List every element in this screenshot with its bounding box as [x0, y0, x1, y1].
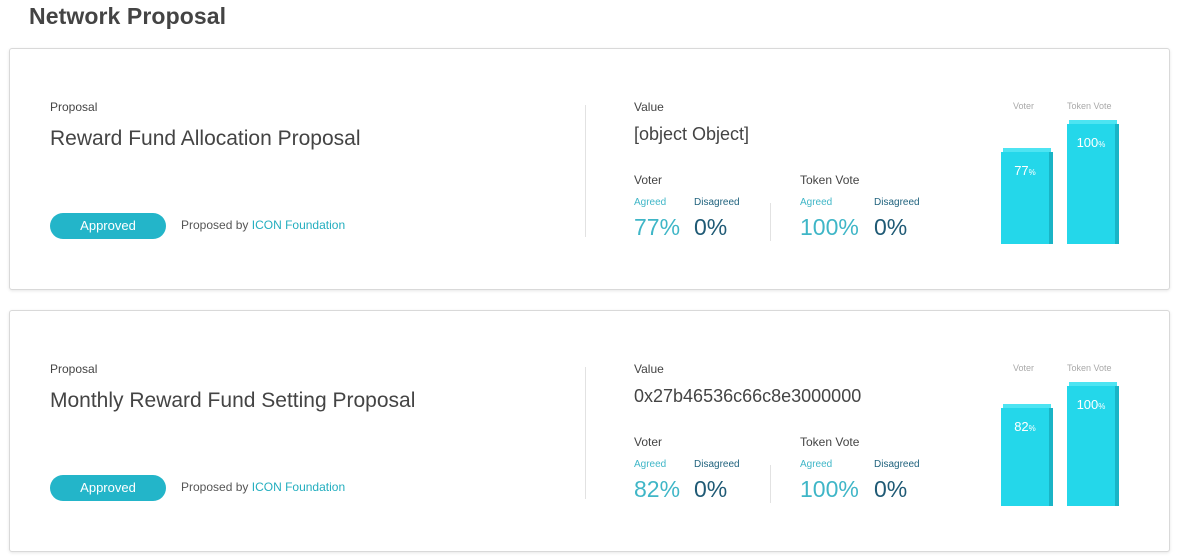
vote-divider [770, 203, 771, 241]
voter-bar: 82% [1001, 404, 1053, 506]
voter-bar-face [1001, 152, 1049, 244]
token-vote-group-label: Token Vote [800, 435, 860, 449]
voter-disagreed-label: Disagreed [694, 459, 740, 470]
token-bar: 100% [1067, 382, 1119, 506]
proposed-by-label: Proposed by [181, 218, 249, 232]
proposal-label: Proposal [50, 362, 98, 376]
token-bar-top [1069, 382, 1117, 386]
proposer-link[interactable]: ICON Foundation [251, 218, 346, 232]
voter-disagreed-value: 0% [694, 476, 728, 502]
token-bar-caption: Token Vote [1067, 101, 1112, 111]
voter-bar-caption: Voter [1013, 101, 1035, 111]
voter-group-label: Voter [634, 435, 663, 449]
voter-bar-value: 77% [1014, 163, 1036, 178]
status-badge: Approved [50, 475, 166, 501]
token-agreed-value: 100% [800, 214, 859, 240]
voter-bar-side [1049, 152, 1053, 244]
token-bar-value: 100% [1076, 135, 1106, 150]
voter-agreed-label: Agreed [634, 197, 667, 208]
token-bar-value: 100% [1076, 397, 1106, 412]
token-bar-face [1067, 386, 1115, 506]
token-agreed-value: 100% [800, 476, 859, 502]
voter-bar-value: 82% [1014, 419, 1036, 434]
page-title: Network Proposal [29, 3, 227, 29]
voter-bar-caption: Voter [1013, 363, 1035, 373]
token-disagreed-label: Disagreed [874, 459, 920, 470]
proposal-title[interactable]: Reward Fund Allocation Proposal [50, 127, 361, 150]
voter-bar-top [1003, 404, 1051, 408]
voter-agreed-value: 82% [634, 476, 681, 502]
token-bar-side [1115, 124, 1119, 244]
voter-bar-face [1001, 408, 1049, 506]
token-bar-top [1069, 120, 1117, 124]
voter-agreed-value: 77% [634, 214, 681, 240]
proposed-by-label: Proposed by [181, 480, 249, 494]
vote-divider [770, 465, 771, 503]
token-bar: 100% [1067, 120, 1119, 244]
value-text: [object Object] [634, 124, 750, 144]
value-label: Value [634, 362, 664, 376]
voter-disagreed-value: 0% [694, 214, 728, 240]
proposer-link[interactable]: ICON Foundation [251, 480, 346, 494]
status-badge: Approved [50, 213, 166, 239]
token-agreed-label: Agreed [800, 459, 833, 470]
section-divider [585, 367, 586, 499]
voter-bar: 77% [1001, 148, 1053, 244]
proposer-info: Proposed by ICON Foundation [181, 218, 345, 232]
token-disagreed-value: 0% [874, 476, 908, 502]
voter-disagreed-label: Disagreed [694, 197, 740, 208]
proposal-card[interactable]: Proposal Reward Fund Allocation Proposal… [9, 48, 1170, 290]
token-disagreed-value: 0% [874, 214, 908, 240]
voter-agreed-label: Agreed [634, 459, 667, 470]
proposer-info: Proposed by ICON Foundation [181, 480, 345, 494]
section-divider [585, 105, 586, 237]
voter-bar-top [1003, 148, 1051, 152]
token-disagreed-label: Disagreed [874, 197, 920, 208]
token-agreed-label: Agreed [800, 197, 833, 208]
value-label: Value [634, 100, 664, 114]
proposal-label: Proposal [50, 100, 98, 114]
token-vote-group-label: Token Vote [800, 173, 860, 187]
proposal-card[interactable]: Proposal Monthly Reward Fund Setting Pro… [9, 310, 1170, 552]
value-text: 0x27b46536c66c8e3000000 [634, 386, 862, 406]
proposal-title[interactable]: Monthly Reward Fund Setting Proposal [50, 389, 416, 412]
voter-bar-side [1049, 408, 1053, 506]
token-bar-caption: Token Vote [1067, 363, 1112, 373]
voter-group-label: Voter [634, 173, 663, 187]
token-bar-side [1115, 386, 1119, 506]
token-bar-face [1067, 124, 1115, 244]
